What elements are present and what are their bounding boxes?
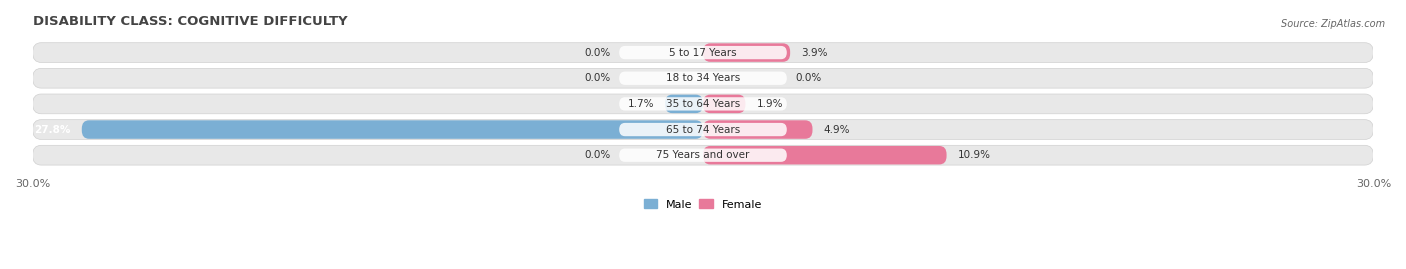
FancyBboxPatch shape: [619, 72, 787, 85]
FancyBboxPatch shape: [32, 145, 1374, 165]
FancyBboxPatch shape: [619, 123, 787, 136]
FancyBboxPatch shape: [703, 43, 790, 62]
FancyBboxPatch shape: [703, 120, 813, 139]
FancyBboxPatch shape: [619, 46, 787, 59]
FancyBboxPatch shape: [665, 95, 703, 113]
Text: 0.0%: 0.0%: [583, 48, 610, 58]
Legend: Male, Female: Male, Female: [640, 195, 766, 214]
Text: 27.8%: 27.8%: [34, 125, 70, 134]
Text: 5 to 17 Years: 5 to 17 Years: [669, 48, 737, 58]
Text: 1.9%: 1.9%: [756, 99, 783, 109]
FancyBboxPatch shape: [703, 146, 946, 164]
FancyBboxPatch shape: [32, 68, 1374, 88]
FancyBboxPatch shape: [82, 120, 703, 139]
Text: 10.9%: 10.9%: [957, 150, 991, 160]
Text: 0.0%: 0.0%: [583, 150, 610, 160]
Text: 18 to 34 Years: 18 to 34 Years: [666, 73, 740, 83]
FancyBboxPatch shape: [619, 97, 787, 111]
FancyBboxPatch shape: [32, 43, 1374, 62]
FancyBboxPatch shape: [32, 120, 1374, 139]
Text: 4.9%: 4.9%: [824, 125, 851, 134]
FancyBboxPatch shape: [619, 148, 787, 162]
FancyBboxPatch shape: [703, 95, 745, 113]
Text: Source: ZipAtlas.com: Source: ZipAtlas.com: [1281, 19, 1385, 29]
FancyBboxPatch shape: [32, 94, 1374, 114]
Text: DISABILITY CLASS: COGNITIVE DIFFICULTY: DISABILITY CLASS: COGNITIVE DIFFICULTY: [32, 15, 347, 28]
Text: 0.0%: 0.0%: [796, 73, 823, 83]
Text: 75 Years and over: 75 Years and over: [657, 150, 749, 160]
Text: 65 to 74 Years: 65 to 74 Years: [666, 125, 740, 134]
Text: 0.0%: 0.0%: [583, 73, 610, 83]
Text: 35 to 64 Years: 35 to 64 Years: [666, 99, 740, 109]
Text: 1.7%: 1.7%: [627, 99, 654, 109]
Text: 3.9%: 3.9%: [801, 48, 828, 58]
